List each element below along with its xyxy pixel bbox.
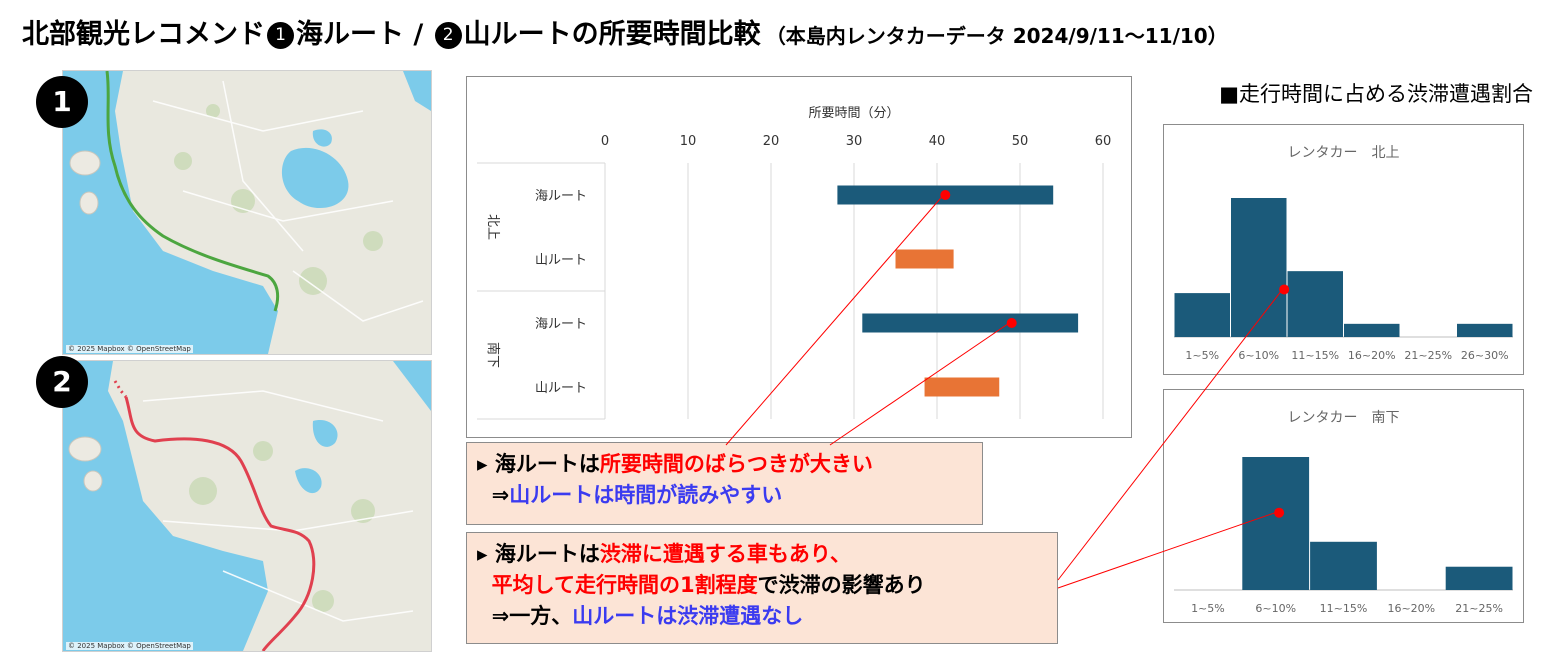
mean-marker bbox=[940, 190, 951, 200]
callout-segment: ▸ 海ルートは bbox=[477, 542, 600, 566]
map2-badge: 2 bbox=[36, 356, 88, 408]
callout-line: ⇒山ルートは時間が読みやすい bbox=[477, 480, 972, 511]
title-subtitle: （本島内レンタカーデータ 2024/9/11～11/10） bbox=[765, 24, 1228, 48]
x-tick-label: 10 bbox=[680, 134, 697, 149]
histogram-northbound-tick-label: 11~15% bbox=[1291, 349, 1339, 362]
page-title: 北部観光レコメンド 1 海ルート / 2 山ルートの所要時間比較 （本島内レンタカーデ… bbox=[22, 12, 1228, 51]
histogram-northbound-bar bbox=[1457, 323, 1513, 337]
row-label: 海ルート bbox=[535, 317, 587, 332]
x-tick-label: 40 bbox=[929, 134, 946, 149]
group-label: 北上 bbox=[485, 214, 500, 240]
callout-line: 平均して走行時間の1割程度で渋滞の影響あり bbox=[477, 570, 1047, 601]
x-tick-label: 60 bbox=[1095, 134, 1112, 149]
callout-segment: ⇒ bbox=[477, 483, 510, 507]
mean-marker bbox=[1006, 318, 1017, 328]
histogram-section-title: ■走行時間に占める渋滞遭遇割合 bbox=[1219, 82, 1533, 106]
callout-line: ▸ 海ルートは所要時間のばらつきが大きい bbox=[477, 449, 972, 480]
histogram-northbound-bar bbox=[1231, 198, 1287, 337]
sea-route-map-image bbox=[63, 71, 431, 354]
row-label: 海ルート bbox=[535, 189, 587, 204]
x-axis-title: 所要時間（分） bbox=[808, 106, 899, 121]
x-tick-label: 20 bbox=[763, 134, 780, 149]
x-tick-label: 50 bbox=[1012, 134, 1029, 149]
mountain-route-map[interactable]: © 2025 Mapbox © OpenStreetMap bbox=[62, 360, 432, 652]
map1-credit: © 2025 Mapbox © OpenStreetMap bbox=[66, 345, 193, 353]
histogram-northbound-bar bbox=[1174, 293, 1230, 337]
travel-time-chart-panel: 所要時間（分） 0 10 20 30 40 50 60 北上 海ルート 山ルート 南下 海ルート 山ルート bbox=[466, 76, 1132, 438]
callout-segment: 平均して走行時間の1割程度 bbox=[491, 573, 758, 597]
callout-line: ⇒一方、山ルートは渋滞遭遇なし bbox=[477, 601, 1047, 632]
callout-segment: 山ルートは渋滞遭遇なし bbox=[572, 604, 804, 628]
x-tick-label: 30 bbox=[846, 134, 863, 149]
histogram-southbound-bar bbox=[1242, 457, 1310, 590]
histogram-southbound-title: レンタカー 南下 bbox=[1288, 410, 1400, 426]
histogram-southbound-bar bbox=[1445, 566, 1513, 590]
callout-segment: ⇒一方、 bbox=[477, 604, 573, 628]
histogram-northbound-mean-marker bbox=[1279, 284, 1290, 295]
histogram-northbound-bar bbox=[1287, 271, 1343, 337]
histogram-southbound-tick-label: 1~5% bbox=[1191, 602, 1225, 615]
map2-credit: © 2025 Mapbox © OpenStreetMap bbox=[66, 642, 193, 650]
mountain-route-bar bbox=[895, 249, 954, 269]
histogram-northbound-title: レンタカー 北上 bbox=[1288, 145, 1400, 161]
x-tick-label: 0 bbox=[601, 134, 609, 149]
title-part3: 山ルートの所要時間比較 bbox=[463, 19, 761, 50]
histogram-northbound-tick-label: 21~25% bbox=[1404, 349, 1452, 362]
callout-segment: で渋滞の影響あり bbox=[757, 573, 926, 597]
mountain-route-bar bbox=[924, 377, 1000, 397]
callout-segment: 所要時間のばらつきが大きい bbox=[599, 452, 873, 476]
histogram-northbound-bar bbox=[1344, 323, 1400, 337]
row-label: 山ルート bbox=[535, 381, 587, 396]
row-label: 山ルート bbox=[535, 253, 587, 268]
histogram-southbound-mean-marker bbox=[1274, 507, 1285, 518]
callout-line: ▸ 海ルートは渋滞に遭遇する車もあり、 bbox=[477, 539, 1047, 570]
title-part2: 海ルート / bbox=[296, 19, 433, 50]
map1-badge: 1 bbox=[36, 76, 88, 128]
histogram-northbound: レンタカー 北上 1~5% 6~10% 11~15% 16~20% 21~25% 26~30… bbox=[1174, 145, 1513, 362]
callout-congestion: ▸ 海ルートは渋滞に遭遇する車もあり、 平均して走行時間の1割程度で渋滞の影響あ… bbox=[466, 532, 1058, 644]
histogram-southbound-panel: レンタカー 南下 1~5% 6~10% 11~15% 16~20% 21~25% bbox=[1163, 389, 1524, 623]
callout-variability: ▸ 海ルートは所要時間のばらつきが大きい ⇒山ルートは時間が読みやすい bbox=[466, 442, 983, 525]
histogram-northbound-tick-label: 26~30% bbox=[1461, 349, 1509, 362]
histogram-northbound-tick-label: 6~10% bbox=[1238, 349, 1279, 362]
callout-segment: ▸ 海ルートは bbox=[477, 452, 600, 476]
callout-segment: 渋滞に遭遇する車もあり、 bbox=[599, 542, 852, 566]
histogram-northbound-panel: レンタカー 北上 1~5% 6~10% 11~15% 16~20% 21~25% 26~30… bbox=[1163, 124, 1524, 375]
histogram-southbound-tick-label: 16~20% bbox=[1387, 602, 1435, 615]
title-part1: 北部観光レコメンド bbox=[22, 19, 265, 50]
histogram-southbound-tick-label: 21~25% bbox=[1455, 602, 1503, 615]
callout-segment: 山ルートは時間が読みやすい bbox=[509, 483, 783, 507]
histogram-southbound-bar bbox=[1310, 541, 1377, 590]
histogram-southbound-tick-label: 6~10% bbox=[1255, 602, 1296, 615]
sea-route-bar bbox=[862, 313, 1079, 333]
histogram-southbound: レンタカー 南下 1~5% 6~10% 11~15% 16~20% 21~25% bbox=[1174, 410, 1513, 615]
mountain-route-badge: 2 bbox=[434, 22, 462, 49]
histogram-southbound-tick-label: 11~15% bbox=[1320, 602, 1368, 615]
histogram-northbound-tick-label: 1~5% bbox=[1185, 349, 1219, 362]
mountain-route-map-image bbox=[63, 361, 431, 651]
group-label: 南下 bbox=[485, 342, 501, 368]
sea-route-badge: 1 bbox=[267, 22, 294, 49]
callout-segment bbox=[477, 573, 492, 597]
histogram-northbound-tick-label: 16~20% bbox=[1348, 349, 1396, 362]
sea-route-map[interactable]: © 2025 Mapbox © OpenStreetMap bbox=[62, 70, 432, 355]
